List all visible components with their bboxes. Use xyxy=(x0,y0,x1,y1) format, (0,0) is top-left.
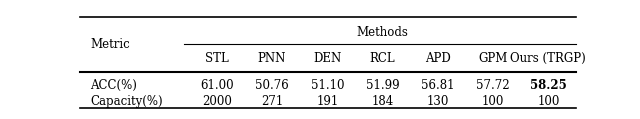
Text: Methods: Methods xyxy=(356,26,408,39)
Text: 50.76: 50.76 xyxy=(255,79,289,92)
Text: 271: 271 xyxy=(261,95,283,108)
Text: 184: 184 xyxy=(371,95,394,108)
Text: APD: APD xyxy=(425,52,451,65)
Text: ACC(%): ACC(%) xyxy=(90,79,137,92)
Text: STL: STL xyxy=(205,52,228,65)
Text: 51.99: 51.99 xyxy=(365,79,399,92)
Text: 100: 100 xyxy=(537,95,559,108)
Text: 57.72: 57.72 xyxy=(476,79,510,92)
Text: 61.00: 61.00 xyxy=(200,79,234,92)
Text: Capacity(%): Capacity(%) xyxy=(90,95,163,108)
Text: 51.10: 51.10 xyxy=(310,79,344,92)
Text: Ours (TRGP): Ours (TRGP) xyxy=(511,52,586,65)
Text: Metric: Metric xyxy=(90,38,130,51)
Text: RCL: RCL xyxy=(370,52,396,65)
Text: 191: 191 xyxy=(316,95,339,108)
Text: 2000: 2000 xyxy=(202,95,232,108)
Text: 130: 130 xyxy=(427,95,449,108)
Text: DEN: DEN xyxy=(313,52,341,65)
Text: 56.81: 56.81 xyxy=(421,79,454,92)
Text: PNN: PNN xyxy=(258,52,286,65)
Text: 100: 100 xyxy=(482,95,504,108)
Text: 58.25: 58.25 xyxy=(530,79,567,92)
Text: GPM: GPM xyxy=(479,52,508,65)
